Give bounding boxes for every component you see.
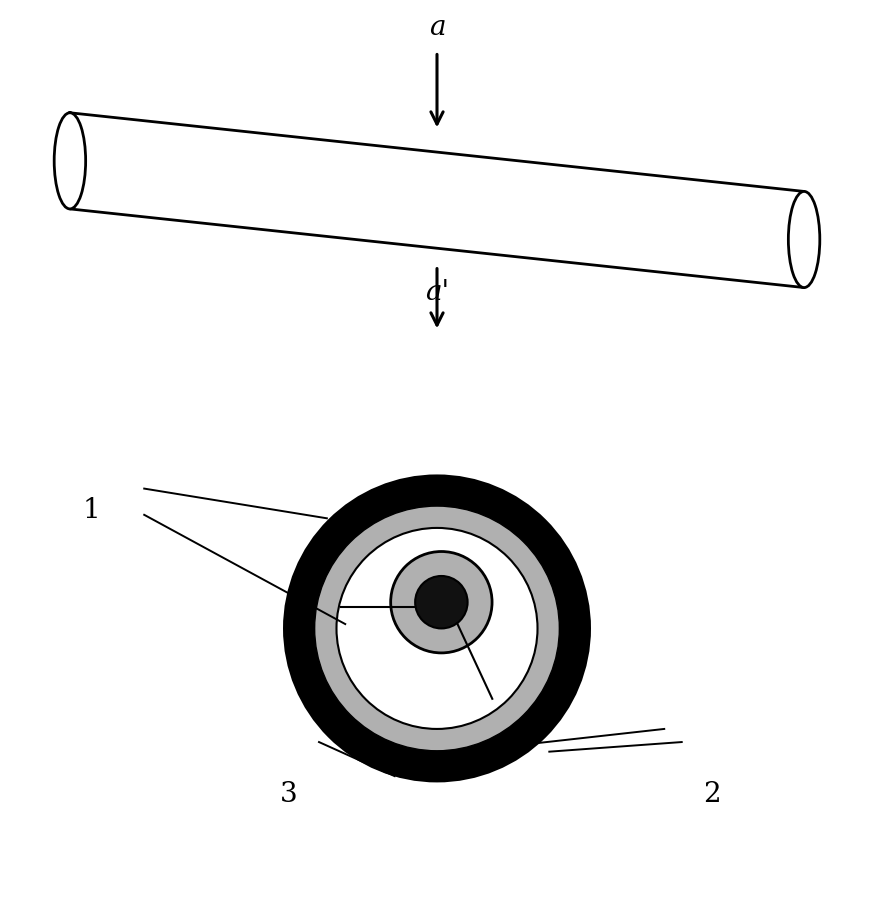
Ellipse shape <box>788 191 820 288</box>
Text: 1: 1 <box>83 497 101 524</box>
Circle shape <box>284 475 590 781</box>
Ellipse shape <box>54 113 86 209</box>
Circle shape <box>336 528 538 729</box>
Text: 3: 3 <box>280 781 297 808</box>
Circle shape <box>391 551 492 653</box>
Polygon shape <box>70 113 804 288</box>
Text: 2: 2 <box>704 781 721 808</box>
Circle shape <box>415 576 468 628</box>
Circle shape <box>315 506 559 751</box>
Text: a: a <box>429 14 445 41</box>
Text: a': a' <box>425 278 449 306</box>
